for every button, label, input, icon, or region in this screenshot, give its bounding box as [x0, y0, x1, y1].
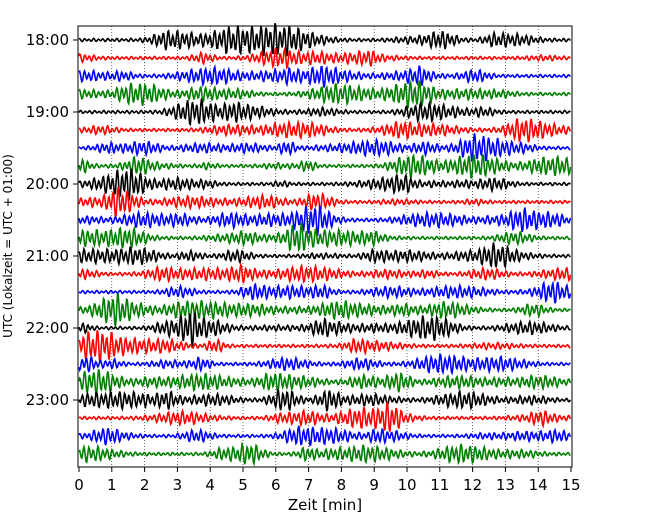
seismogram-trace — [78, 441, 571, 467]
seismogram-trace — [78, 168, 571, 202]
seismogram-trace — [78, 261, 572, 284]
y-axis: 18:00 19:00 20:00 21:00 22:00 23:00 — [26, 31, 78, 409]
seismogram-trace — [78, 353, 571, 376]
seismogram-trace — [78, 186, 571, 218]
traces — [78, 22, 572, 467]
x-tick-label: 3 — [173, 476, 183, 494]
seismogram-trace — [78, 133, 571, 163]
x-tick-label: 4 — [205, 476, 215, 494]
seismogram-trace — [78, 401, 572, 432]
seismogram-trace — [78, 293, 571, 327]
seismogram-trace — [78, 63, 571, 88]
x-tick-label: 2 — [140, 476, 150, 494]
seismogram-trace — [78, 22, 571, 57]
y-tick-label: 18:00 — [26, 31, 69, 49]
x-tick-label: 14 — [529, 476, 548, 494]
x-tick-label: 11 — [430, 476, 449, 494]
x-tick-label: 13 — [496, 476, 515, 494]
seismogram-trace — [78, 204, 572, 236]
x-tick-label: 6 — [271, 476, 281, 494]
x-tick-label: 8 — [337, 476, 347, 494]
y-tick-label: 23:00 — [26, 391, 69, 409]
y-tick-label: 20:00 — [26, 175, 69, 193]
seismogram-trace — [78, 280, 572, 304]
seismogram-trace — [78, 153, 572, 179]
seismogram-trace — [78, 78, 571, 109]
plot-frame — [77, 25, 573, 468]
y-tick-label: 21:00 — [26, 247, 69, 265]
x-tick-label: 0 — [74, 476, 84, 494]
x-tick-label: 9 — [369, 476, 379, 494]
x-tick-label: 5 — [238, 476, 248, 494]
x-tick-label: 1 — [107, 476, 117, 494]
seismogram-trace — [78, 369, 572, 398]
y-tick-label: 22:00 — [26, 319, 69, 337]
seismogram-trace — [78, 330, 571, 364]
seismogram-trace — [78, 242, 571, 270]
x-tick-label: 10 — [397, 476, 416, 494]
x-axis: 0 1 2 3 4 5 6 7 8 9 10 11 12 13 14 15 — [74, 467, 581, 494]
seismogram-trace — [78, 222, 572, 253]
x-tick-label: 12 — [463, 476, 482, 494]
seismogram-trace — [78, 118, 572, 144]
seismogram-trace — [78, 312, 572, 347]
seismogram-trace — [78, 388, 572, 412]
seismogram-trace — [78, 45, 572, 70]
y-tick-label: 19:00 — [26, 103, 69, 121]
seismogram-trace — [78, 98, 571, 127]
y-axis-label: UTC (Lokalzeit = UTC + 01:00) — [1, 154, 15, 338]
x-axis-label: Zeit [min] — [288, 496, 362, 514]
seismogram-trace — [78, 425, 572, 447]
x-tick-label: 15 — [561, 476, 580, 494]
x-tick-label: 7 — [304, 476, 314, 494]
